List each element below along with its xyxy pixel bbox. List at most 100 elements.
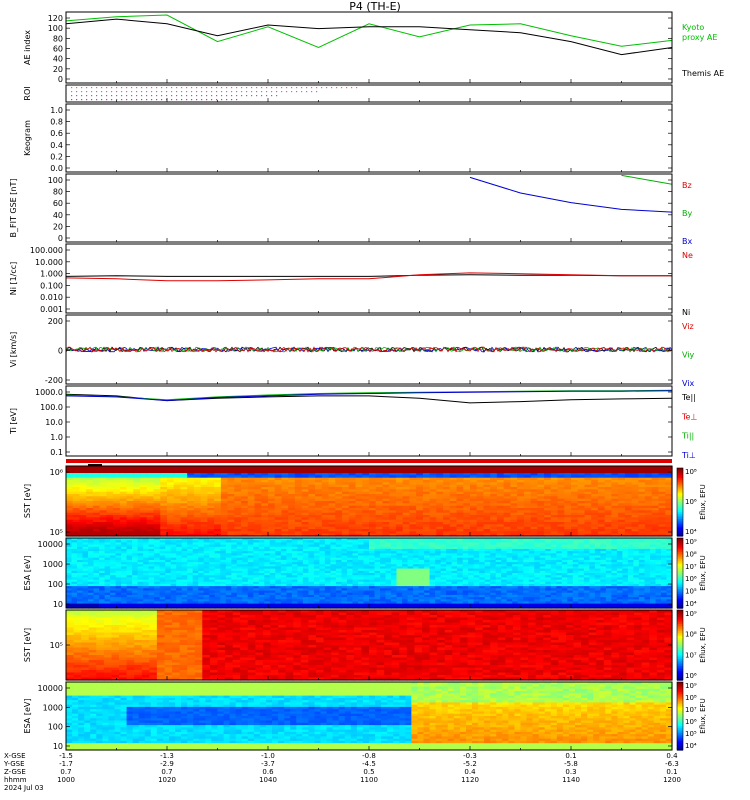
spectrogram-cell (115, 597, 122, 600)
spectrogram-cell (254, 473, 262, 476)
spectrogram-cell (268, 505, 276, 509)
spectrogram-cell (261, 466, 269, 469)
spectrogram-cell (180, 480, 188, 483)
spectrogram-cell (389, 475, 397, 479)
spectrogram-cell (328, 522, 336, 525)
spectrogram-cell (321, 515, 330, 518)
spectrogram-cell (88, 546, 95, 550)
spectrogram-cell (429, 517, 437, 521)
spectrogram-cell (416, 498, 424, 502)
spectrogram-cell (328, 473, 336, 476)
spectrogram-cell (173, 510, 181, 514)
spectrogram-cell (66, 477, 74, 481)
spectrogram-cell (86, 522, 94, 525)
spectrogram-cell (72, 470, 80, 474)
spectrogram-cell (537, 494, 545, 497)
spectrogram-cell (446, 586, 453, 589)
spectrogram-cell (490, 510, 498, 514)
spectrogram-cell (436, 505, 444, 509)
spectrogram-cell (604, 477, 612, 481)
spectrogram-cell (209, 562, 216, 565)
spectrogram-cell (200, 533, 208, 537)
spectrogram-cell (375, 501, 383, 504)
spectrogram-cell (380, 599, 387, 603)
spectrogram-cell (358, 551, 365, 554)
spectrogram-cell (280, 577, 287, 581)
spectrogram-cell (200, 482, 208, 486)
spectrogram-cell (429, 605, 436, 609)
spectrogram-cell (167, 526, 175, 530)
spectrogram-cell (407, 546, 414, 550)
spectrogram-cell (375, 529, 383, 532)
spectrogram-cell (429, 512, 437, 516)
spectrogram-cell (203, 546, 210, 550)
spectrogram-cell (115, 564, 122, 568)
spectrogram-cell (140, 491, 148, 495)
spectrogram-cell (313, 570, 320, 574)
spectrogram-cell (132, 581, 139, 585)
spectrogram-cell (490, 477, 498, 481)
spectrogram-cell (99, 566, 106, 570)
spectrogram-cell (424, 579, 431, 583)
spectrogram-cell (110, 544, 117, 548)
spectrogram-cell (321, 498, 330, 502)
spectrogram-cell (301, 487, 309, 490)
spectrogram-cell (126, 505, 134, 509)
spectrogram-cell (315, 494, 323, 497)
spectrogram-cell (79, 501, 87, 504)
spectrogram-cell (181, 592, 188, 596)
spectrogram-cell (584, 524, 592, 528)
spectrogram-cell (443, 531, 451, 535)
spectrogram-cell (315, 501, 323, 504)
spectrogram-cell (591, 494, 599, 497)
spectrogram-cell (645, 496, 653, 500)
spectrogram-cell (342, 512, 350, 516)
spectrogram-cell (424, 570, 431, 574)
spectrogram-cell (187, 503, 195, 507)
spectrogram-cell (382, 482, 390, 486)
spectrogram-cell (106, 498, 114, 502)
spectrogram-cell (335, 548, 342, 552)
spectrogram-cell (92, 517, 101, 521)
spectrogram-cell (476, 494, 484, 497)
spectrogram-cell (92, 477, 101, 481)
spectrogram-cell (382, 491, 390, 495)
spectrogram-cell (180, 526, 188, 530)
spectrogram-cell (258, 599, 265, 603)
spectrogram-cell (286, 546, 293, 550)
spectrogram-cell (308, 494, 316, 497)
spectrogram-cell (557, 503, 565, 507)
spectrogram-cell (418, 562, 425, 565)
spectrogram-cell (148, 538, 155, 541)
spectrogram-cell (456, 512, 464, 516)
spectrogram-cell (523, 512, 532, 516)
spectrogram-cell (247, 597, 254, 600)
spectrogram-cell (261, 475, 269, 479)
spectrogram-cell (362, 489, 370, 493)
spectrogram-cell (214, 579, 221, 583)
spectrogram-cell (198, 573, 205, 576)
spectrogram-cell (104, 575, 111, 578)
spectrogram-cell (571, 482, 579, 486)
spectrogram-cell (231, 586, 238, 589)
spectrogram-cell (523, 487, 532, 490)
spectrogram-cell (140, 519, 148, 523)
spectrogram-cell (253, 544, 260, 548)
spectrogram-cell (449, 531, 458, 535)
spectrogram-cell (335, 573, 342, 576)
spectrogram-cell (418, 592, 425, 596)
spectrogram-cell (358, 566, 365, 570)
spectrogram-cell (281, 494, 289, 497)
spectrogram-cell (167, 503, 175, 507)
spectrogram-cell (93, 594, 100, 598)
spectrogram-cell (214, 529, 222, 532)
spectrogram-cell (335, 531, 343, 535)
spectrogram-cell (328, 526, 336, 530)
spectrogram-cell (133, 533, 141, 537)
spectrogram-cell (187, 586, 194, 589)
spectrogram-cell (146, 529, 155, 532)
spectrogram-cell (476, 484, 484, 488)
spectrogram-cell (413, 605, 420, 609)
spectrogram-cell (624, 531, 633, 535)
spectrogram-cell (335, 482, 343, 486)
